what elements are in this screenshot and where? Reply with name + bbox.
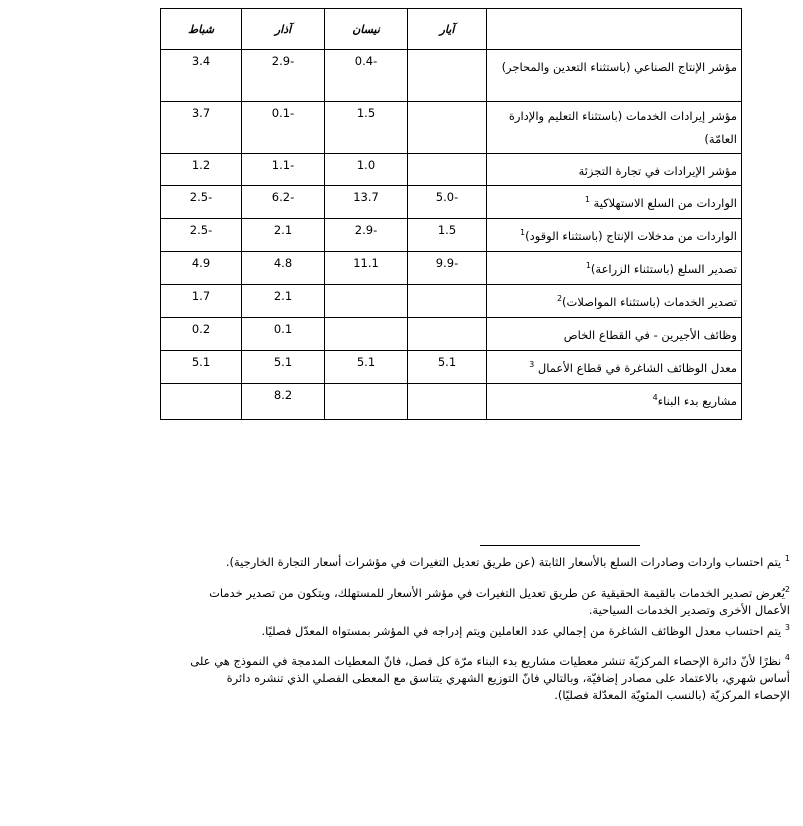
value-cell — [324, 284, 408, 318]
footnotes: 1 يتم احتساب واردات وصادرات السلع بالأسع… — [190, 550, 790, 714]
table-row: الواردات من السلع الاستهلاكية 1 -5.0 13.7-… — [160, 185, 742, 219]
value-cell: 3.7 — [160, 101, 242, 154]
table-row: معدل الوظائف الشاغرة في قطاع الأعمال 3 5.… — [160, 350, 742, 384]
footnote-ref: 2 — [556, 294, 563, 303]
value-cell: -1.1 — [241, 153, 325, 186]
value-cell: 3.4 — [160, 49, 242, 102]
row-label: مشاريع بدء البناء4 — [486, 383, 742, 420]
row-label-text: مشاريع بدء البناء — [657, 393, 737, 408]
value-cell: 11.1 — [324, 251, 408, 285]
header-month: آيار — [407, 8, 487, 50]
row-label: وظائف الأجيرين - في القطاع الخاص — [486, 317, 742, 351]
value-cell: 1.0 — [324, 153, 408, 186]
value-cell: 13.7 — [324, 185, 408, 219]
value-cell — [407, 383, 487, 420]
header-empty — [486, 8, 742, 50]
footnote-ref: 4 — [652, 393, 658, 402]
row-label-text: وظائف الأجيرين - في القطاع الخاص — [563, 327, 737, 342]
row-label-text: مؤشر إيرادات الخدمات (باستثناء التعليم و… — [508, 109, 737, 146]
row-label-text: معدل الوظائف الشاغرة في قطاع الأعمال — [534, 360, 737, 375]
footnote-number: 2 — [784, 584, 790, 594]
value-cell: 5.1 — [241, 350, 325, 384]
value-cell: 2.1 — [241, 218, 325, 252]
value-cell: 8.2 — [241, 383, 325, 420]
value-cell: 2.1 — [241, 284, 325, 318]
table-row: مؤشر إيرادات الخدمات (باستثناء التعليم و… — [160, 101, 742, 154]
row-label: الواردات من مدخلات الإنتاج (باستثناء الو… — [486, 218, 742, 252]
value-cell: -5.0 — [407, 185, 487, 219]
footnote-number: 1 — [784, 554, 790, 563]
footnote-number: 4 — [784, 653, 790, 663]
row-label: مؤشر إيرادات الخدمات (باستثناء التعليم و… — [486, 101, 742, 154]
footnote: 2يُعرض تصدير الخدمات بالقيمة الحقيقية عن… — [190, 581, 790, 619]
table-row: تصدير السلع (باستثناء الزراعة)1 -9.9 11.1 4… — [160, 251, 742, 285]
row-label-text: الواردات من السلع الاستهلاكية — [589, 195, 737, 210]
table-row: وظائف الأجيرين - في القطاع الخاص 0.1 0.2 — [160, 317, 742, 351]
footnote: 3 يتم احتساب معدل الوظائف الشاغرة من إجم… — [190, 619, 790, 640]
row-label-text: تصدير السلع (باستثناء الزراعة) — [590, 261, 737, 276]
footnote-text: يتم احتساب معدل الوظائف الشاغرة من إجمال… — [261, 623, 785, 638]
footnote: 4 نظرًا لأنّ دائرة الإحصاء المركزيّة تنش… — [190, 649, 790, 704]
header-month: آذار — [241, 8, 325, 50]
value-cell: -6.2 — [241, 185, 325, 219]
footnote-number: 3 — [784, 622, 790, 632]
value-cell: 4.9 — [160, 251, 242, 285]
row-label-text: تصدير الخدمات (باستثناء المواصلات) — [562, 294, 737, 309]
value-cell: -2.5 — [160, 218, 242, 252]
header-row: آيار نيسان آذار شباط — [160, 8, 742, 50]
row-label: مؤشر الإيرادات في تجارة التجزئة — [486, 153, 742, 186]
row-label: تصدير الخدمات (باستثناء المواصلات)2 — [486, 284, 742, 318]
footnote-text: يتم احتساب واردات وصادرات السلع بالأسعار… — [225, 554, 785, 569]
value-cell — [407, 317, 487, 351]
value-cell — [407, 49, 487, 102]
row-label: معدل الوظائف الشاغرة في قطاع الأعمال 3 — [486, 350, 742, 384]
value-cell: 5.1 — [160, 350, 242, 384]
row-label: مؤشر الإنتاج الصناعي (باستثناء التعدين و… — [486, 49, 742, 102]
indicators-table: آيار نيسان آذار شباط مؤشر الإنتاج الصناع… — [160, 8, 742, 420]
value-cell: 5.1 — [407, 350, 487, 384]
footnote-ref: 1 — [585, 261, 591, 270]
footnote-separator — [480, 545, 640, 546]
value-cell — [407, 284, 487, 318]
value-cell — [160, 383, 242, 420]
header-month: شباط — [160, 8, 242, 50]
value-cell: -2.9 — [324, 218, 408, 252]
value-cell: 4.8 — [241, 251, 325, 285]
value-cell: -2.9 — [241, 49, 325, 102]
row-label-text: الواردات من مدخلات الإنتاج (باستثناء الو… — [525, 228, 737, 243]
header-month: نيسان — [324, 8, 408, 50]
value-cell: 5.1 — [324, 350, 408, 384]
footnote-ref: 3 — [529, 360, 535, 369]
row-label-text: مؤشر الإنتاج الصناعي (باستثناء التعدين و… — [501, 59, 737, 74]
table-row: مؤشر الإنتاج الصناعي (باستثناء التعدين و… — [160, 49, 742, 102]
row-label: الواردات من السلع الاستهلاكية 1 — [486, 185, 742, 219]
row-label-text: مؤشر الإيرادات في تجارة التجزئة — [578, 163, 737, 178]
row-label: تصدير السلع (باستثناء الزراعة)1 — [486, 251, 742, 285]
table-row: مؤشر الإيرادات في تجارة التجزئة 1.0 -1.1 1.… — [160, 153, 742, 186]
footnote: 1 يتم احتساب واردات وصادرات السلع بالأسع… — [190, 550, 790, 571]
value-cell: -2.5 — [160, 185, 242, 219]
value-cell: -0.4 — [324, 49, 408, 102]
value-cell — [324, 317, 408, 351]
value-cell — [407, 101, 487, 154]
value-cell — [407, 153, 487, 186]
footnote-ref: 1 — [520, 228, 526, 237]
value-cell: -9.9 — [407, 251, 487, 285]
table-row: الواردات من مدخلات الإنتاج (باستثناء الو… — [160, 218, 742, 252]
table-row: تصدير الخدمات (باستثناء المواصلات)2 2.1 1.… — [160, 284, 742, 318]
value-cell: 1.7 — [160, 284, 242, 318]
value-cell: 1.5 — [407, 218, 487, 252]
footnote-text: نظرًا لأنّ دائرة الإحصاء المركزيّة تنشر … — [190, 654, 790, 703]
value-cell: 0.2 — [160, 317, 242, 351]
table-row: مشاريع بدء البناء4 8.2 — [160, 383, 742, 420]
value-cell: -0.1 — [241, 101, 325, 154]
footnote-text: يُعرض تصدير الخدمات بالقيمة الحقيقية عن … — [209, 585, 790, 617]
value-cell: 0.1 — [241, 317, 325, 351]
value-cell: 1.5 — [324, 101, 408, 154]
value-cell — [324, 383, 408, 420]
value-cell: 1.2 — [160, 153, 242, 186]
footnote-ref: 1 — [584, 195, 590, 204]
